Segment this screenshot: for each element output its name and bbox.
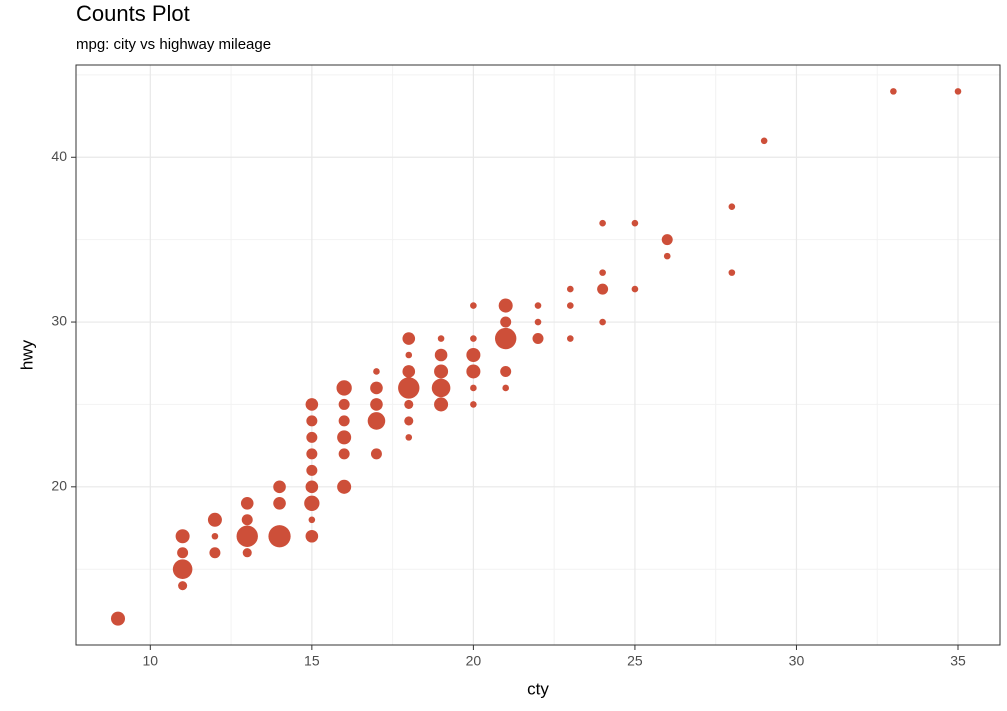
- x-tick-label: 30: [789, 653, 805, 669]
- bubble: [373, 368, 380, 375]
- bubble: [567, 302, 574, 309]
- bubble: [498, 298, 513, 313]
- bubble: [631, 219, 639, 227]
- bubble: [305, 529, 319, 543]
- bubble: [306, 431, 318, 443]
- bubble: [110, 611, 126, 626]
- bubble: [177, 547, 189, 559]
- bubble: [466, 364, 481, 379]
- bubble: [470, 335, 477, 342]
- bubble: [306, 415, 318, 427]
- y-tick-label: 40: [51, 148, 67, 164]
- bubble: [431, 378, 451, 398]
- bubble: [437, 335, 445, 342]
- bubble: [242, 548, 252, 558]
- bubble: [532, 333, 544, 345]
- bubble: [268, 525, 291, 548]
- bubble: [470, 401, 477, 408]
- bubble: [404, 399, 414, 409]
- x-tick-label: 10: [143, 653, 159, 669]
- bubble: [434, 348, 448, 362]
- bubble: [500, 365, 512, 377]
- bubble: [336, 380, 352, 396]
- bubble: [305, 480, 319, 494]
- bubble: [405, 351, 413, 359]
- bubble: [434, 397, 449, 412]
- bubble: [367, 412, 386, 430]
- bubble: [178, 581, 188, 591]
- bubble: [240, 496, 254, 510]
- y-tick-label: 30: [51, 313, 67, 329]
- bubble: [599, 318, 606, 326]
- bubble: [398, 377, 420, 399]
- bubble: [211, 532, 219, 540]
- bubble: [338, 398, 350, 410]
- bubble: [337, 479, 352, 494]
- bubble: [209, 547, 221, 559]
- bubble: [599, 219, 606, 227]
- x-tick-label: 35: [950, 653, 966, 669]
- bubble: [402, 365, 416, 378]
- bubble: [305, 398, 319, 411]
- x-tick-label: 20: [466, 653, 482, 669]
- bubble: [760, 137, 768, 145]
- bubble: [338, 448, 350, 460]
- y-tick-label: 20: [51, 478, 67, 494]
- bubble: [304, 495, 320, 511]
- bubble: [567, 335, 574, 342]
- bubble: [273, 480, 286, 494]
- bubble: [308, 516, 316, 524]
- bubble: [728, 269, 736, 276]
- bubble: [500, 316, 512, 328]
- bubble: [534, 318, 542, 326]
- bubble: [728, 203, 736, 211]
- bubble: [402, 332, 416, 345]
- panel-border: [75, 64, 1001, 646]
- bubble: [470, 384, 477, 392]
- bubble: [502, 384, 509, 392]
- chart-title: Counts Plot: [76, 1, 190, 26]
- y-axis-label: hwy: [17, 339, 36, 370]
- bubble: [954, 88, 962, 95]
- bubble: [175, 529, 190, 544]
- x-axis-label: cty: [527, 679, 549, 698]
- bubble: [663, 252, 671, 260]
- bubble: [534, 302, 542, 309]
- bubble: [207, 512, 222, 527]
- bubble: [370, 398, 383, 411]
- x-tick-label: 15: [304, 653, 320, 669]
- bubble: [890, 88, 897, 95]
- bubble: [172, 559, 193, 579]
- bubble: [241, 514, 253, 526]
- bubble: [404, 416, 414, 426]
- bubble: [466, 347, 481, 363]
- x-tick-label: 25: [627, 653, 643, 669]
- bubble: [306, 464, 318, 476]
- bubble: [306, 448, 318, 460]
- chart-subtitle: mpg: city vs highway mileage: [76, 36, 271, 53]
- bubble: [338, 415, 350, 427]
- bubble: [470, 302, 477, 309]
- bubble: [370, 448, 382, 460]
- bubble: [370, 381, 383, 395]
- bubble: [661, 234, 673, 246]
- bubble: [567, 285, 574, 293]
- bubble: [337, 430, 352, 445]
- bubble: [434, 364, 449, 379]
- bubble: [599, 269, 606, 276]
- bubble: [631, 285, 639, 293]
- bubble: [495, 327, 517, 350]
- bubble: [273, 496, 286, 510]
- bubble: [597, 283, 609, 295]
- bubble: [236, 525, 258, 547]
- bubble: [405, 434, 413, 441]
